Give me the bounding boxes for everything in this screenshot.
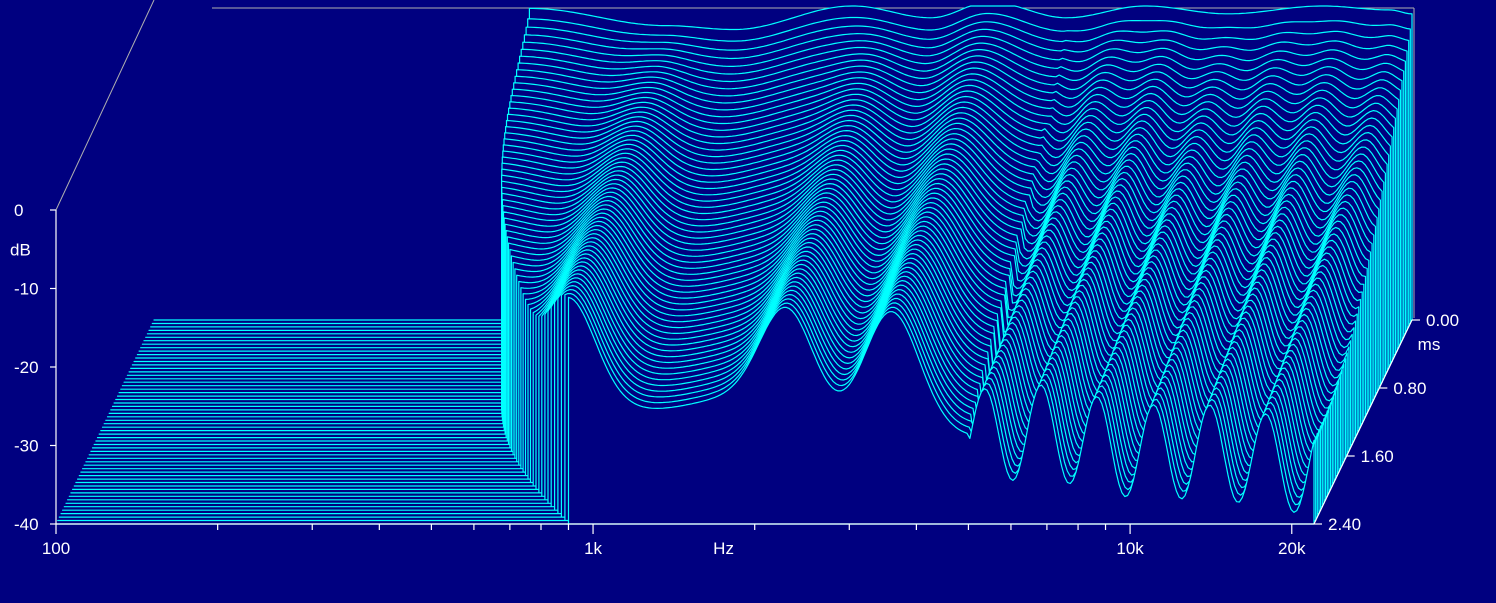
y-tick-label: -40 — [14, 515, 39, 534]
y-axis-label: dB — [10, 240, 31, 259]
z-tick-label: 0.80 — [1393, 379, 1426, 398]
frame-edge-left — [55, 0, 155, 211]
x-tick-label: 1k — [584, 539, 602, 558]
z-axis-label: ms — [1418, 335, 1441, 354]
z-axis-line — [1313, 319, 1413, 525]
decay-slice-line — [55, 296, 1315, 525]
y-tick-label: -30 — [14, 437, 39, 456]
decay-slices — [55, 5, 1413, 525]
x-tick-label: 20k — [1278, 539, 1306, 558]
y-tick-label: 0 — [14, 201, 23, 220]
chart-axes: 0 -10 -20 -30 -40 dB 100 1k 10k 20k Hz 0.00 0.80 1.60… — [10, 201, 1459, 558]
y-tick-label: -10 — [14, 280, 39, 299]
z-tick-label: 0.00 — [1426, 311, 1459, 330]
z-tick-label: 1.60 — [1361, 447, 1394, 466]
x-tick-label: 100 — [42, 539, 70, 558]
z-tick-label: 2.40 — [1328, 515, 1361, 534]
chart-frame — [55, 0, 1415, 318]
x-tick-label: 10k — [1116, 539, 1144, 558]
y-tick-label: -20 — [14, 358, 39, 377]
x-axis-label: Hz — [713, 539, 734, 558]
